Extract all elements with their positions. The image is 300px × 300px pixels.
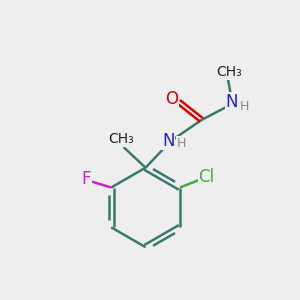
Text: N: N (226, 93, 238, 111)
Text: CH₃: CH₃ (217, 65, 242, 79)
Text: H: H (177, 137, 187, 150)
Text: F: F (81, 170, 91, 188)
Text: Cl: Cl (198, 168, 214, 186)
Text: CH₃: CH₃ (108, 132, 134, 146)
Text: H: H (240, 100, 250, 112)
Text: O: O (166, 90, 178, 108)
Text: N: N (162, 132, 175, 150)
